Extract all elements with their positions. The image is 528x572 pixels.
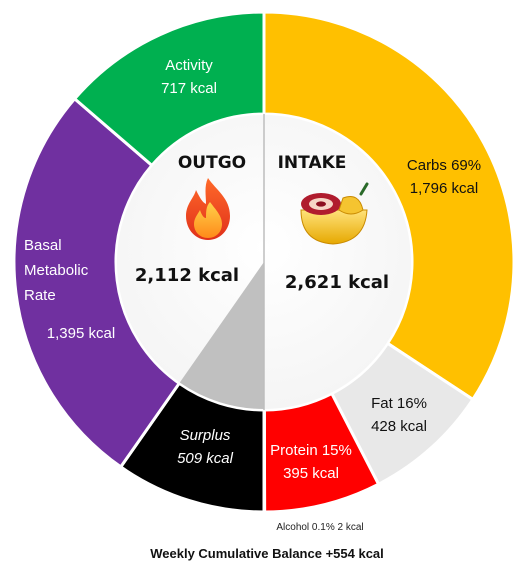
fire-icon	[186, 178, 230, 240]
label-activity: Activity 717 kcal	[161, 57, 217, 97]
outgo-total: 2,112 kcal	[135, 265, 239, 286]
outgo-segment-activity	[72, 10, 266, 168]
segment-labels: Carbs 69% 1,796 kcal Fat 16% 428 kcal Protei…	[24, 57, 481, 482]
inner-surplus-wedge	[179, 262, 264, 409]
label-carbs: Carbs 69% 1,796 kcal	[407, 157, 481, 197]
label-bmr: Basal Metabolic Rate	[24, 237, 89, 304]
food-bowl-icon	[300, 182, 369, 245]
weekly-balance-title: Weekly Cumulative Balance +554 kcal	[150, 546, 384, 561]
alcohol-footnote: Alcohol 0.1% 2 kcal	[276, 522, 363, 533]
label-fat: Fat 16% 428 kcal	[371, 395, 427, 435]
outgo-heading: OUTGO	[178, 153, 246, 173]
donut-segments	[12, 10, 516, 514]
label-protein: Protein 15% 395 kcal	[270, 442, 352, 482]
intake-heading: INTAKE	[278, 153, 347, 173]
label-surplus: Surplus 509 kcal	[177, 427, 234, 467]
outgo-segment-bmr	[12, 96, 182, 469]
intake-total: 2,621 kcal	[285, 272, 389, 293]
intake-segment-carbs	[262, 10, 516, 402]
label-bmr-value: 1,395 kcal	[47, 325, 115, 342]
